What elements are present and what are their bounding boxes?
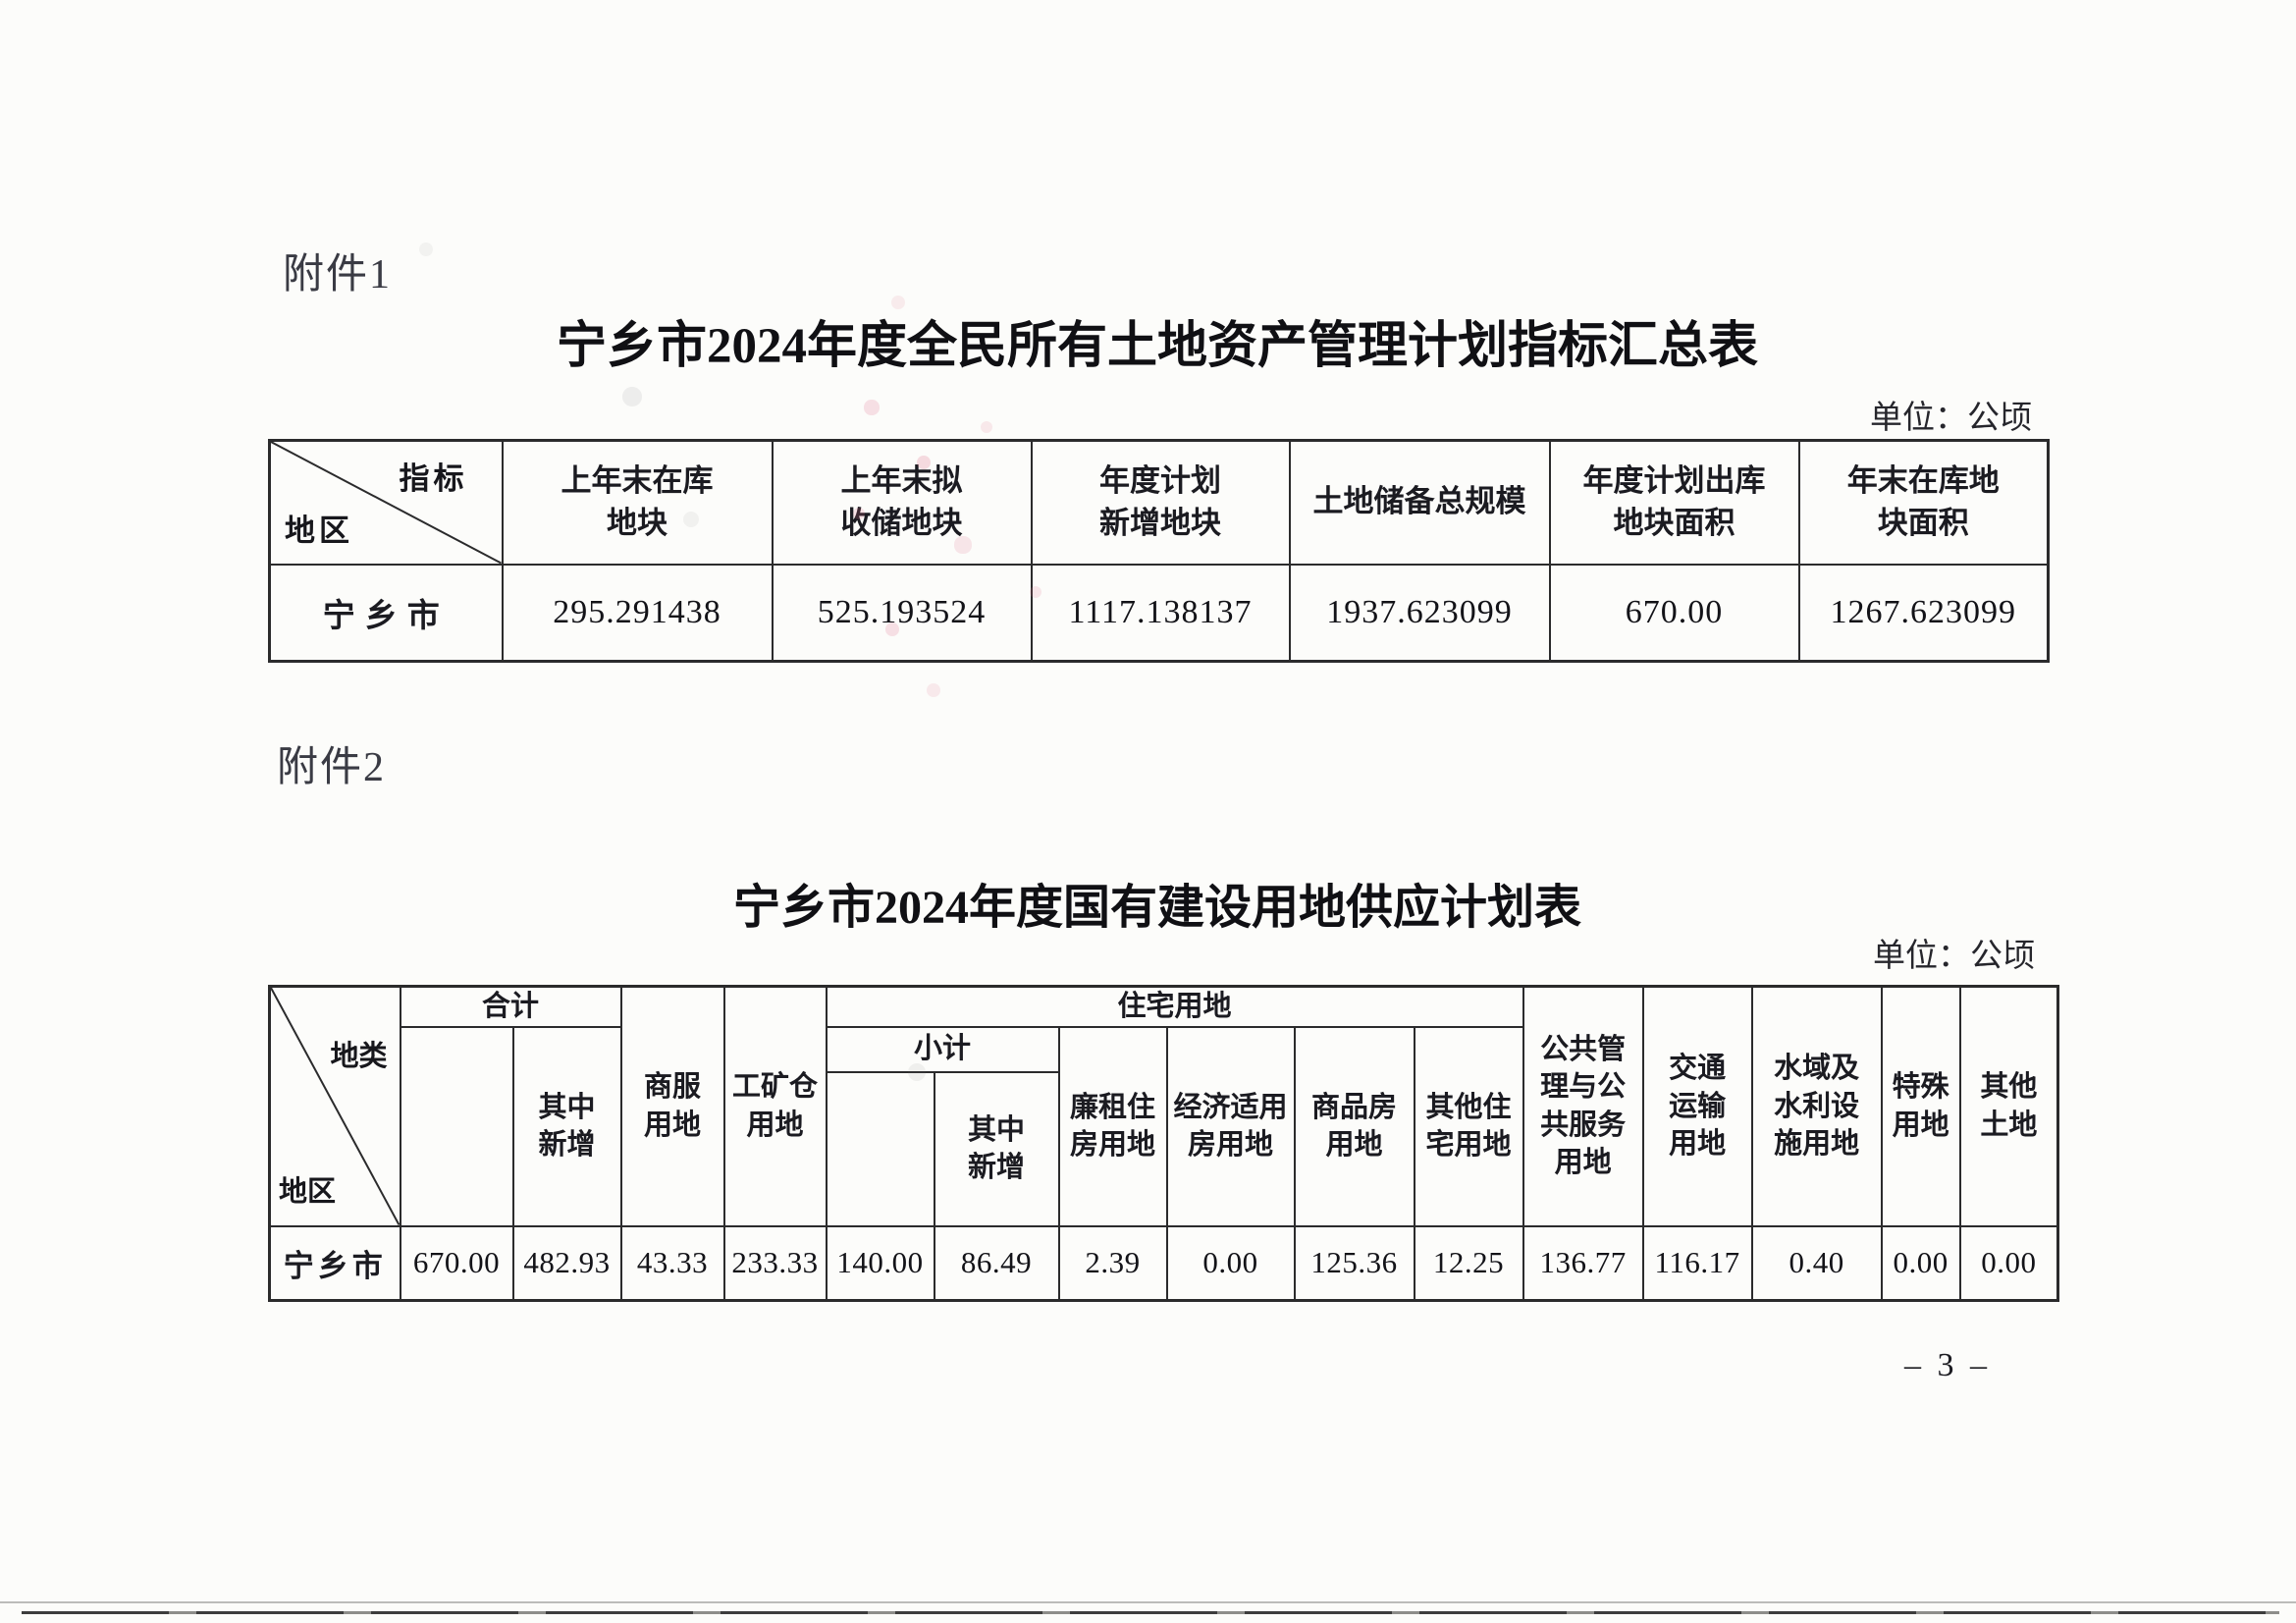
subtotal-blank-subcell [825,1070,935,1227]
value-cell: 670.00 [1548,563,1800,663]
value-cell: 0.00 [1880,1224,1961,1302]
region-cell: 宁乡市 [268,1224,401,1302]
value-cell: 0.00 [1958,1224,2059,1302]
value-cell: 116.17 [1641,1224,1753,1302]
attachment1-unit-label: 单位：公顷 [1870,401,2032,436]
column-header-cell: 年末在库地 块面积 [1797,439,2050,566]
column-header-public-mgmt: 公共管 理与公 共服务 用地 [1522,985,1644,1227]
subtotal-of-which-new-cell: 其中 新增 [933,1070,1060,1227]
column-header-cell: 土地储备总规模 [1288,439,1551,566]
column-header-low-rent: 廉租住 房用地 [1057,1025,1168,1227]
attachment2-label: 附件2 [277,745,387,790]
value-cell: 0.40 [1750,1224,1883,1302]
scan-edge-line-light [0,1601,2296,1603]
column-header-cell: 上年末在库 地块 [501,439,774,566]
total-blank-subcell [399,1025,514,1227]
column-header-commodity: 商品房 用地 [1293,1025,1415,1227]
land-supply-plan-table: 地类 地区 合计 商服 用地 工矿仓 用地 住宅用地 公共管 理与公 共服务 用… [268,985,2060,1302]
value-cell: 525.193524 [771,563,1033,663]
corner-header-cell: 指标 地区 [268,439,504,566]
column-header-cell: 上年末拟 收储地块 [771,439,1033,566]
value-cell: 43.33 [619,1224,725,1302]
group-header-subtotal: 小计 [825,1025,1060,1073]
column-header-affordable: 经济适用 房用地 [1165,1025,1296,1227]
total-of-which-new-cell: 其中 新增 [511,1025,622,1227]
attachment1-label: 附件1 [283,252,393,298]
column-header-industrial: 工矿仓 用地 [722,985,828,1227]
value-cell: 2.39 [1057,1224,1168,1302]
diagonal-divider [271,442,502,564]
page-number: – 3 – [1904,1347,1991,1383]
group-header-total: 合计 [399,985,622,1028]
value-cell: 482.93 [511,1224,622,1302]
value-cell: 86.49 [933,1224,1060,1302]
corner-label-landtype: 地类 [330,1041,388,1072]
diagonal-divider [271,988,400,1225]
value-cell: 1267.623099 [1797,563,2050,663]
attachment1-title: 宁乡市2024年度全民所有土地资产管理计划指标汇总表 [556,319,1758,374]
scan-edge-line-dark [22,1611,2279,1614]
attachment2-unit-label: 单位：公顷 [1873,939,2035,974]
value-cell: 295.291438 [501,563,774,663]
group-header-residential: 住宅用地 [825,985,1524,1028]
attachment2-title: 宁乡市2024年度国有建设用地供应计划表 [732,882,1581,934]
value-cell: 233.33 [722,1224,828,1302]
corner-label-region: 地区 [279,1175,337,1208]
value-cell: 1937.623099 [1288,563,1551,663]
column-header-cell: 年度计划出库 地块面积 [1548,439,1800,566]
column-header-other-land: 其他 土地 [1958,985,2059,1227]
column-header-special: 特殊 用地 [1880,985,1961,1227]
value-cell: 136.77 [1522,1224,1644,1302]
region-cell: 宁乡市 [268,563,504,663]
corner-header-cell: 地类 地区 [268,985,401,1227]
value-cell: 0.00 [1165,1224,1296,1302]
column-header-other-residential: 其他住 宅用地 [1413,1025,1524,1227]
scan-smudge-artifact [0,0,8,8]
value-cell: 125.36 [1293,1224,1415,1302]
value-cell: 1117.138137 [1030,563,1291,663]
value-cell: 670.00 [399,1224,514,1302]
value-cell: 12.25 [1413,1224,1524,1302]
column-header-water: 水域及 水利设 施用地 [1750,985,1883,1227]
corner-label-region: 地区 [285,513,353,548]
corner-label-indicator: 指标 [399,461,468,496]
column-header-commercial: 商服 用地 [619,985,725,1227]
value-cell: 140.00 [825,1224,935,1302]
red-stamp-artifact [0,0,6,6]
column-header-transport: 交通 运输 用地 [1641,985,1753,1227]
land-asset-summary-table: 指标 地区 上年末在库 地块 上年末拟 收储地块 年度计划 新增地块 土地储备总… [268,439,2050,663]
column-header-cell: 年度计划 新增地块 [1030,439,1291,566]
